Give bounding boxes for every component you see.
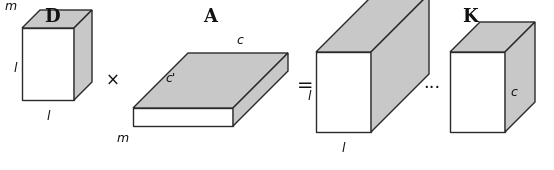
- Polygon shape: [316, 52, 371, 132]
- Text: A: A: [203, 8, 218, 26]
- Polygon shape: [233, 53, 288, 126]
- Text: ···: ···: [423, 79, 440, 97]
- Text: =: =: [297, 75, 313, 95]
- Text: $\times$: $\times$: [105, 71, 119, 89]
- Polygon shape: [316, 0, 429, 52]
- Polygon shape: [505, 22, 535, 132]
- Polygon shape: [133, 108, 233, 126]
- Text: c: c: [510, 86, 517, 98]
- Polygon shape: [371, 0, 429, 132]
- Text: m: m: [5, 0, 17, 13]
- Text: m: m: [117, 132, 129, 145]
- Text: D: D: [44, 8, 60, 26]
- Text: c: c: [237, 34, 243, 47]
- Text: c': c': [166, 72, 176, 85]
- Text: K: K: [461, 8, 478, 26]
- Text: l: l: [46, 110, 50, 123]
- Polygon shape: [133, 53, 288, 108]
- Polygon shape: [74, 10, 92, 100]
- Polygon shape: [22, 10, 92, 28]
- Text: l: l: [307, 90, 311, 104]
- Polygon shape: [450, 52, 505, 132]
- Text: l: l: [342, 142, 345, 155]
- Polygon shape: [450, 22, 535, 52]
- Text: l: l: [13, 63, 17, 75]
- Polygon shape: [22, 28, 74, 100]
